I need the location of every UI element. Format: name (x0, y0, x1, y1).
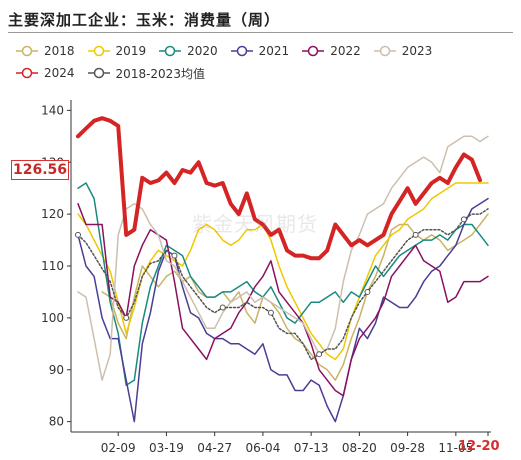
legend-item: 2024 (16, 62, 75, 84)
x-tick-label: 09-28 (390, 441, 425, 455)
legend-label: 2022 (330, 44, 361, 58)
legend-symbol-icon (373, 45, 396, 57)
x-tick-label: 08-20 (342, 441, 377, 455)
x-tick-label: 11-05 (438, 441, 473, 455)
x-tick-label: 02-09 (101, 441, 136, 455)
legend-symbol-icon (87, 67, 110, 79)
series-line-2023 (77, 135, 489, 381)
y-tick-label: 110 (41, 259, 64, 273)
legend-item: 2018-2023均值 (87, 62, 205, 84)
chart-title: 主要深加工企业：玉米：消费量（周） (8, 11, 281, 29)
watermark: 紫金天风期货 (192, 212, 318, 236)
series-line-2021 (77, 197, 489, 423)
y-tick-label: 90 (49, 363, 64, 377)
series-line-2022 (77, 203, 489, 397)
title-divider (8, 32, 513, 33)
avg-marker (316, 351, 323, 358)
legend-item: 2019 (87, 40, 147, 62)
legend-label: 2021 (258, 44, 290, 58)
legend-label: 2018 (44, 44, 75, 58)
legend-label: 2019 (115, 44, 147, 58)
x-tick-label: 03-19 (149, 441, 184, 455)
legend-symbol-icon (16, 67, 38, 79)
legend-symbol-icon (302, 45, 325, 57)
last-value-label: 126.56 (11, 160, 69, 180)
y-tick-label: 100 (41, 311, 64, 325)
avg-marker (460, 216, 467, 223)
legend-symbol-icon (230, 45, 253, 57)
legend-item: 2018 (16, 40, 75, 62)
legend-item: 2020 (159, 40, 218, 62)
legend-item: 2022 (302, 40, 361, 62)
x-tick-label: 04-27 (197, 441, 232, 455)
avg-marker (75, 231, 81, 238)
avg-marker (412, 231, 419, 238)
legend-item: 2023 (373, 40, 433, 62)
series-line-2019 (77, 182, 489, 361)
legend-label: 2018-2023均值 (115, 66, 205, 81)
legend-label: 2023 (401, 44, 433, 58)
x-tick-label: 07-13 (294, 441, 329, 455)
series-line-2018-2023均值 (77, 208, 489, 361)
legend-label: 2020 (187, 44, 218, 58)
highlight-x-tick: 12-20 (458, 439, 500, 454)
legend-symbol-icon (87, 45, 110, 57)
legend-symbol-icon (159, 45, 182, 57)
avg-marker (267, 309, 274, 316)
avg-marker (364, 288, 371, 295)
series-line-2024 (76, 116, 482, 261)
legend-label: 2024 (44, 66, 75, 80)
y-tick-label: 140 (41, 103, 64, 117)
avg-marker (219, 304, 226, 311)
x-tick-label: 06-04 (245, 441, 280, 455)
legend: 2018 2019 2020 2021 2022 2023 2024 2018-2023均值 (16, 40, 516, 84)
avg-marker (123, 314, 130, 321)
y-tick-label: 80 (49, 415, 64, 429)
legend-symbol-icon (16, 45, 38, 57)
y-tick-label: 120 (41, 207, 64, 221)
legend-item: 2021 (230, 40, 290, 62)
avg-marker (171, 252, 178, 259)
